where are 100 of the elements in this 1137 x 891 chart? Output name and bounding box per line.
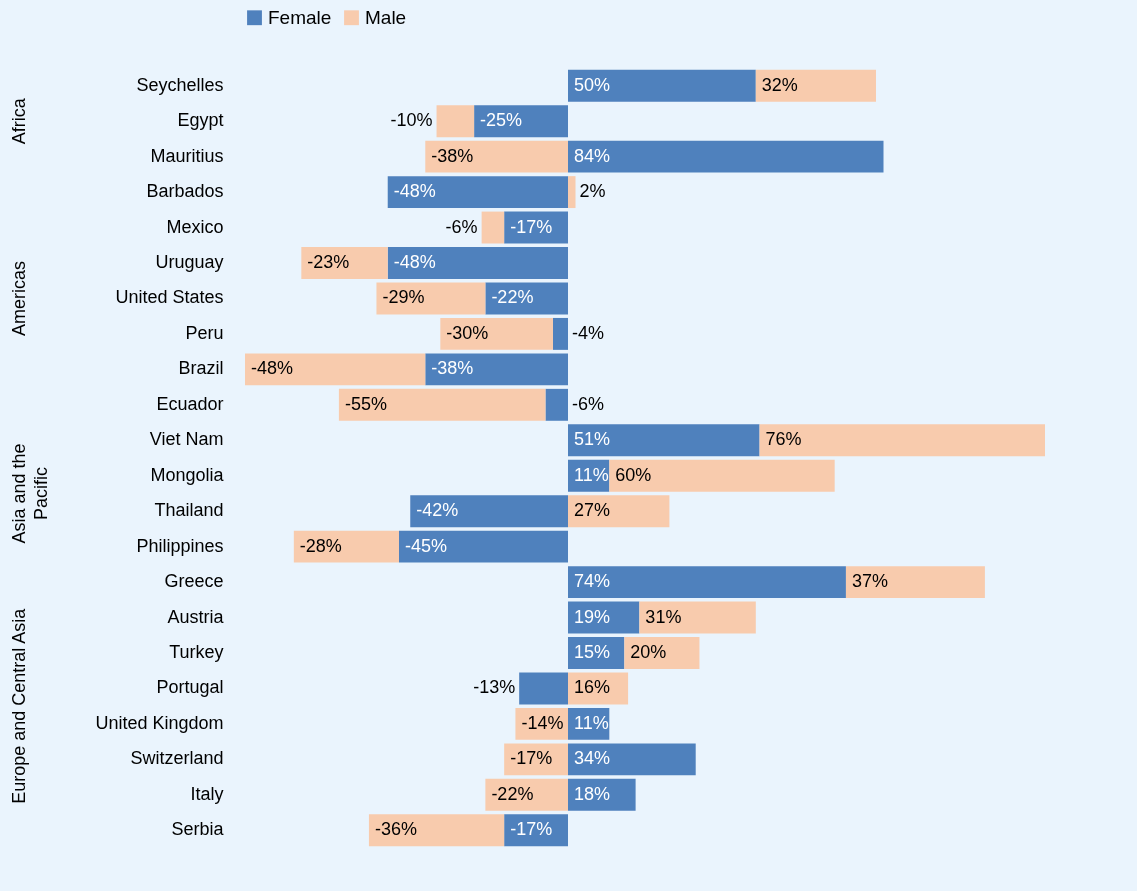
y-tick-label: Serbia — [171, 819, 225, 840]
data-label: 18% — [574, 783, 611, 804]
bar — [293, 530, 399, 563]
bar — [301, 247, 388, 279]
data-label: 37% — [851, 571, 888, 592]
bar — [387, 176, 568, 209]
text: Asia and the Pacific — [9, 443, 51, 544]
y-tick-label: United States — [115, 287, 224, 308]
data-label: -22% — [491, 287, 534, 308]
data-label: 34% — [574, 748, 611, 769]
data-label: 2% — [579, 181, 606, 202]
bar — [245, 353, 426, 386]
bar — [485, 778, 568, 811]
bar — [639, 601, 756, 634]
bar — [398, 530, 568, 563]
y-tick-label: Mexico — [166, 216, 224, 237]
bar — [568, 566, 846, 599]
data-label: 20% — [630, 642, 667, 662]
text: Africa — [9, 97, 29, 145]
data-label: 50% — [574, 74, 611, 95]
bar — [568, 495, 670, 528]
data-label: -17% — [510, 819, 553, 840]
data-label: -23% — [307, 252, 350, 272]
data-label: -14% — [521, 712, 564, 733]
data-label: -48% — [393, 181, 436, 202]
data-label: 31% — [645, 606, 682, 627]
data-label: 74% — [574, 571, 611, 592]
data-label: -48% — [251, 358, 294, 379]
bar — [481, 211, 505, 244]
bar — [609, 459, 835, 492]
data-label: -36% — [374, 819, 417, 840]
data-label: -38% — [431, 145, 474, 166]
bar — [759, 424, 1045, 457]
y-tick-label: Uruguay — [155, 252, 224, 272]
y-tick-label: United Kingdom — [95, 712, 224, 733]
data-label: -13% — [473, 677, 516, 698]
data-label: 27% — [574, 500, 611, 521]
data-label: -22% — [491, 783, 534, 804]
y-tick-label: Turkey — [169, 642, 224, 662]
data-label: -42% — [416, 500, 459, 521]
bar — [568, 424, 760, 457]
y-tick-label: Austria — [167, 606, 225, 627]
text: Europe and Central Asia — [9, 607, 29, 804]
legend-label: Female — [268, 6, 332, 28]
y-tick-label: Brazil — [178, 358, 224, 379]
data-label: -29% — [382, 287, 425, 308]
y-tick-label: Viet Nam — [149, 429, 224, 450]
data-label: 84% — [574, 145, 611, 166]
data-label: -6% — [572, 393, 605, 414]
data-label: -17% — [510, 216, 553, 237]
y-tick-label: Mauritius — [150, 145, 224, 166]
data-label: 16% — [574, 677, 611, 698]
legend-label: Male — [365, 6, 407, 28]
y-tick-label: Greece — [164, 571, 224, 592]
bar — [387, 247, 568, 279]
data-label: -25% — [480, 110, 523, 131]
bar — [410, 495, 568, 528]
data-label: -6% — [445, 216, 478, 237]
bar — [425, 140, 568, 173]
data-label: -30% — [446, 322, 489, 343]
y-tick-label: Italy — [190, 783, 224, 804]
data-label: -38% — [431, 358, 474, 379]
data-label: 60% — [615, 464, 652, 485]
text: Americas — [9, 260, 29, 336]
bar — [368, 814, 505, 847]
bar — [436, 105, 475, 138]
data-label: -48% — [393, 252, 436, 272]
y-tick-label: Philippines — [136, 535, 224, 556]
data-label: 51% — [574, 429, 611, 450]
y-tick-label: Mongolia — [150, 464, 225, 485]
bar — [568, 69, 756, 102]
bar — [755, 69, 876, 102]
bar — [440, 317, 553, 350]
data-label: 11% — [574, 712, 609, 733]
data-label: 76% — [765, 429, 802, 450]
data-label: 11% — [574, 464, 609, 485]
bar — [474, 105, 568, 138]
bar — [519, 672, 568, 705]
bar — [338, 388, 546, 421]
data-label: -45% — [404, 535, 448, 556]
y-tick-label: Portugal — [156, 677, 224, 698]
bar — [545, 388, 568, 421]
bar — [845, 566, 985, 599]
data-label: -10% — [390, 110, 433, 131]
data-label: 15% — [574, 642, 611, 662]
y-tick-label: Barbados — [146, 181, 224, 202]
bar — [425, 353, 568, 386]
y-tick-label: Seychelles — [136, 74, 224, 95]
y-tick-label: Thailand — [154, 500, 224, 521]
data-label: -55% — [344, 393, 387, 414]
bar — [552, 317, 568, 350]
bar — [568, 743, 696, 776]
data-label: 19% — [574, 606, 611, 627]
y-tick-label: Egypt — [177, 110, 224, 131]
y-tick-label: Peru — [185, 322, 224, 343]
bar — [568, 176, 576, 209]
y-tick-label: Switzerland — [130, 748, 224, 769]
data-label: -17% — [510, 748, 553, 769]
data-label: -28% — [299, 535, 342, 556]
data-label: -4% — [572, 322, 605, 343]
